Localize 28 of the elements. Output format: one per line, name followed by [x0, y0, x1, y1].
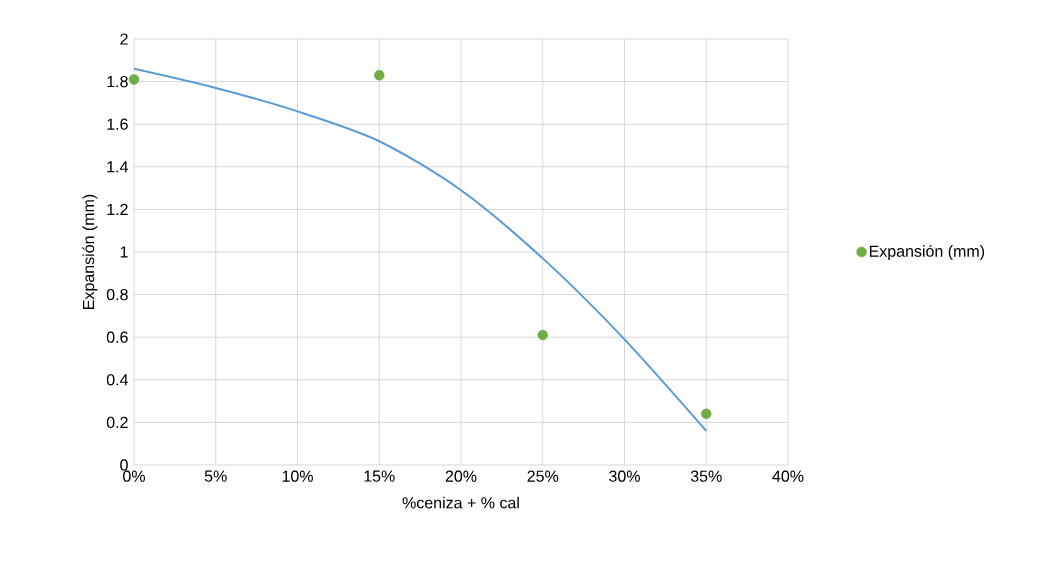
x-tick-label: 35% — [690, 470, 722, 482]
point — [701, 408, 712, 420]
x-tick-label: 10% — [282, 470, 313, 482]
y-tick-label: 0.6 — [106, 331, 128, 343]
x-tick-label: 0% — [123, 470, 145, 482]
x-tick-label: 30% — [609, 470, 640, 482]
y-tick-label: 2 — [120, 33, 128, 45]
y-tick-label: 1.4 — [107, 161, 128, 173]
x-tick-label: 40% — [772, 470, 804, 482]
x-tick-label: 15% — [364, 470, 395, 482]
x-tick-label: 5% — [204, 470, 227, 482]
y-tick-label: 1.8 — [107, 75, 128, 88]
y-tick-label: 1.6 — [107, 118, 128, 130]
point — [374, 70, 385, 81]
y-axis-title: Expansión (mm) — [82, 194, 98, 309]
legend-label: Expansión (mm) — [869, 244, 985, 260]
y-tick-label: 1.2 — [107, 203, 128, 215]
point — [537, 329, 548, 341]
x-tick-label: 25% — [527, 470, 559, 482]
line-series — [134, 67, 708, 432]
x-axis-title: %ceniza + % cal — [402, 496, 519, 509]
y-tick-label: 0.4 — [106, 374, 128, 386]
x-tick-label: 20% — [445, 470, 477, 482]
y-tick-label: 1 — [120, 246, 128, 258]
y-tick-label: 0.8 — [106, 288, 128, 301]
y-tick-label: 0.2 — [106, 416, 128, 429]
y-tick-label: 0 — [120, 459, 128, 471]
point — [128, 74, 140, 85]
